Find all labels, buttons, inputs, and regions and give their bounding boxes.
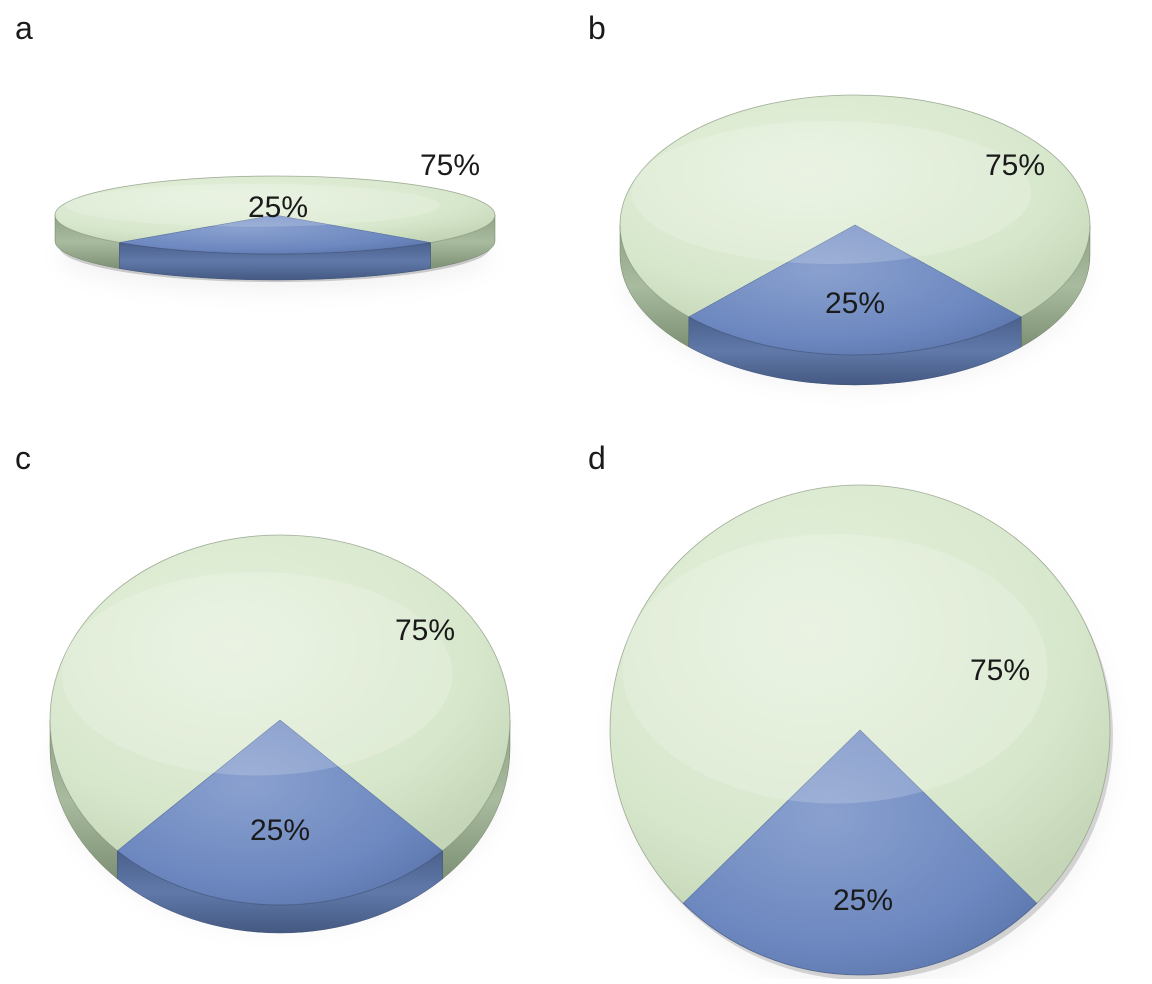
slice-label-75: 75% bbox=[395, 614, 455, 647]
pie-d: 75% 25% bbox=[610, 485, 1113, 979]
panel-label-b: b bbox=[588, 10, 606, 47]
pie-b: 75% 25% bbox=[620, 95, 1090, 385]
slice-label-25: 25% bbox=[825, 287, 885, 320]
slice-label-25: 25% bbox=[250, 814, 310, 847]
pie-c: 75% 25% bbox=[50, 535, 510, 933]
slice-label-75: 75% bbox=[970, 654, 1030, 687]
slice-label-25: 25% bbox=[248, 191, 308, 224]
panel-label-c: c bbox=[15, 440, 31, 477]
panel-label-d: d bbox=[588, 440, 606, 477]
slice-label-75: 75% bbox=[420, 149, 480, 182]
panel-label-a: a bbox=[15, 10, 33, 47]
pie-charts-svg: 75% 25% 75% 25% 75% 25% 75% 25% bbox=[0, 0, 1152, 979]
slice-label-75: 75% bbox=[985, 149, 1045, 182]
figure-grid: 75% 25% 75% 25% 75% 25% 75% 25% a b c d bbox=[0, 0, 1152, 979]
slice-label-25: 25% bbox=[833, 884, 893, 917]
pie-a: 75% 25% bbox=[55, 149, 495, 282]
